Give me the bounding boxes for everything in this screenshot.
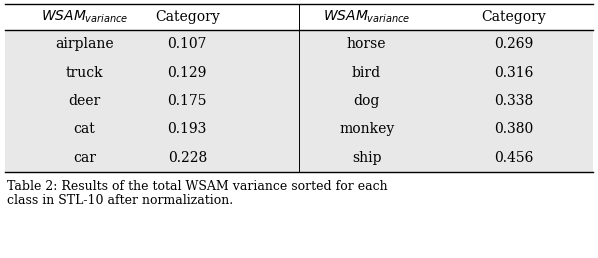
Text: 0.456: 0.456 (494, 151, 533, 165)
Text: deer: deer (68, 94, 100, 108)
Text: 0.316: 0.316 (494, 66, 533, 80)
Text: Category: Category (155, 10, 219, 24)
Bar (5, 4, 593, 30)
Text: truck: truck (66, 66, 103, 80)
Text: $\mathit{WSAM}_{\mathit{variance}}$: $\mathit{WSAM}_{\mathit{variance}}$ (41, 9, 128, 25)
Text: 0.107: 0.107 (167, 37, 207, 51)
Text: 0.338: 0.338 (494, 94, 533, 108)
Text: 0.380: 0.380 (494, 122, 533, 136)
Text: class in STL-10 after normalization.: class in STL-10 after normalization. (7, 194, 233, 207)
Text: 0.228: 0.228 (167, 151, 207, 165)
Text: 0.175: 0.175 (167, 94, 207, 108)
Text: 0.129: 0.129 (167, 66, 207, 80)
Text: monkey: monkey (339, 122, 394, 136)
Text: horse: horse (347, 37, 386, 51)
Text: ship: ship (352, 151, 382, 165)
Text: cat: cat (74, 122, 95, 136)
Text: dog: dog (353, 94, 380, 108)
Text: $\mathit{WSAM}_{\mathit{variance}}$: $\mathit{WSAM}_{\mathit{variance}}$ (323, 9, 410, 25)
Text: bird: bird (352, 66, 381, 80)
Text: Category: Category (481, 10, 546, 24)
Bar (5, 30, 593, 172)
Text: car: car (73, 151, 96, 165)
Text: 0.193: 0.193 (167, 122, 207, 136)
Text: 0.269: 0.269 (494, 37, 533, 51)
Text: airplane: airplane (55, 37, 114, 51)
Text: Table 2: Results of the total WSAM variance sorted for each: Table 2: Results of the total WSAM varia… (7, 180, 388, 193)
